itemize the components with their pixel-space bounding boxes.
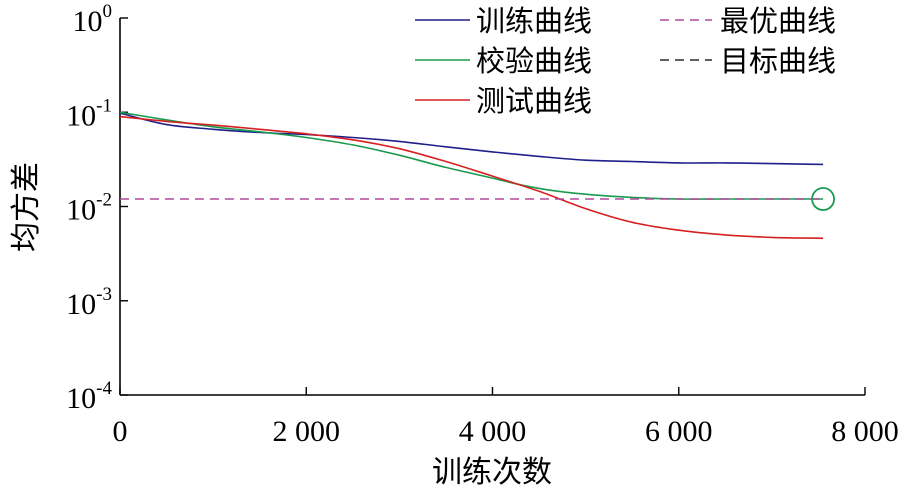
legend-label-3: 最优曲线 [720, 4, 836, 38]
x-tick-label: 4 000 [459, 415, 527, 448]
y-tick-label: 10-1 [66, 95, 112, 132]
y-tick-label: 10-3 [66, 284, 112, 321]
x-ticks: 0 2 000 4 000 6 000 8 000 [113, 387, 899, 448]
legend-label-1: 校验曲线 [476, 44, 592, 78]
x-tick-label: 8 000 [831, 415, 899, 448]
y-ticks: 100 10-1 10-2 10-3 10-4 [66, 1, 128, 415]
series-line-2 [119, 115, 824, 240]
y-tick-label: 10-2 [66, 190, 112, 227]
best-point-marker [811, 187, 835, 211]
x-tick-label: 0 [113, 415, 128, 448]
legend-label-0: 训练曲线 [476, 4, 592, 38]
series-line-0 [119, 112, 824, 166]
y-tick-label: 10-4 [66, 378, 112, 415]
legend-label-4: 目标曲线 [720, 44, 836, 78]
series-line-1 [119, 111, 824, 200]
y-tick-label: 100 [73, 1, 113, 38]
x-tick-label: 2 000 [273, 415, 341, 448]
legend-label-2: 测试曲线 [476, 84, 592, 118]
y-axis-title: 均方差 [9, 162, 44, 252]
x-tick-label: 6 000 [645, 415, 713, 448]
x-axis-title: 训练次数 [432, 455, 552, 490]
series-layer [119, 111, 835, 240]
